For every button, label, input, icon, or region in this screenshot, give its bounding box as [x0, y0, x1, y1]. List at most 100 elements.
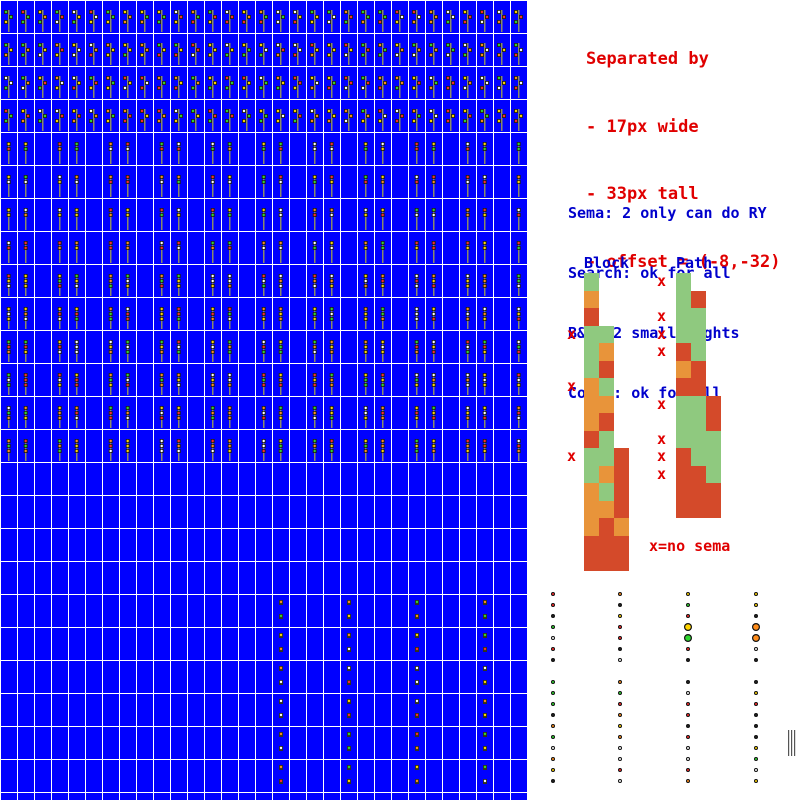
signal-lamp	[89, 10, 93, 14]
signal-lamp	[24, 416, 27, 420]
signal-lamp	[75, 416, 78, 420]
signal-lamp	[38, 76, 42, 80]
signal-lamp	[225, 109, 229, 113]
signal-lamp	[279, 713, 283, 717]
signal-lamp	[330, 208, 333, 212]
signal-mast	[110, 109, 112, 131]
signal-lamp	[160, 373, 163, 377]
signal-lamp	[347, 699, 351, 703]
signal-mast	[416, 175, 418, 197]
signal-lamp	[344, 10, 348, 14]
sample-signal-lamp	[687, 747, 689, 749]
signal-lamp	[75, 449, 78, 453]
signal-lamp	[89, 20, 93, 24]
signal-lamp	[502, 81, 506, 85]
signal-lamp	[211, 378, 214, 382]
signal-lamp	[126, 246, 129, 250]
aspect-cell	[584, 273, 599, 291]
signal-lamp	[279, 647, 283, 651]
sample-signal-lamp	[753, 624, 759, 630]
signal-lamp	[310, 20, 314, 24]
signal-lamp	[228, 284, 231, 288]
signal-lamp	[126, 317, 129, 321]
signal-lamp	[517, 147, 520, 151]
signal-lamp	[228, 147, 231, 151]
signal-lamp	[259, 10, 263, 14]
signal-lamp	[7, 284, 10, 288]
signal-lamp	[451, 114, 455, 118]
signal-lamp	[415, 340, 418, 344]
signal-mast	[229, 241, 231, 263]
signal-lamp	[7, 241, 10, 245]
sample-signal-lamp	[619, 615, 621, 617]
signal-lamp	[21, 20, 25, 24]
signal-lamp	[140, 43, 144, 47]
signal-mast	[263, 10, 265, 32]
aspect-cell	[676, 343, 691, 361]
signal-lamp	[415, 208, 418, 212]
signal-lamp	[58, 439, 61, 443]
signal-lamp	[381, 317, 384, 321]
signal-lamp	[58, 340, 61, 344]
signal-lamp	[466, 142, 469, 146]
signal-lamp	[75, 312, 78, 316]
signal-lamp	[109, 142, 112, 146]
signal-mast	[280, 208, 282, 230]
sample-signal-lamp	[552, 769, 554, 771]
signal-lamp	[279, 416, 282, 420]
signal-lamp	[415, 647, 419, 651]
signal-mast	[161, 241, 163, 263]
signal-lamp	[7, 345, 10, 349]
signal-lamp	[58, 274, 61, 278]
signal-lamp	[415, 449, 418, 453]
signal-lamp	[228, 213, 231, 217]
signal-mast	[314, 109, 316, 131]
signal-lamp	[330, 284, 333, 288]
signal-lamp	[415, 411, 418, 415]
signal-lamp	[281, 15, 285, 19]
signal-lamp	[395, 119, 399, 123]
signal-lamp	[313, 317, 316, 321]
signal-lamp	[262, 175, 265, 179]
signal-lamp	[361, 43, 365, 47]
signal-lamp	[381, 444, 384, 448]
signal-mast	[518, 10, 520, 32]
signal-lamp	[485, 48, 489, 52]
signal-lamp	[517, 279, 520, 283]
signal-lamp	[262, 449, 265, 453]
signal-lamp	[264, 81, 268, 85]
signal-lamp	[313, 345, 316, 349]
signal-lamp	[502, 48, 506, 52]
aspect-cell	[706, 483, 721, 501]
signal-lamp	[313, 340, 316, 344]
signal-lamp	[432, 274, 435, 278]
signal-lamp	[281, 48, 285, 52]
signal-lamp	[213, 48, 217, 52]
signal-lamp	[364, 142, 367, 146]
signal-lamp	[262, 411, 265, 415]
signal-mast	[25, 10, 27, 32]
signal-mast	[382, 175, 384, 197]
signal-mast	[399, 43, 401, 65]
aspect-cell	[599, 483, 614, 501]
signal-lamp	[395, 10, 399, 14]
signal-mast	[42, 43, 44, 65]
signal-lamp	[140, 20, 144, 24]
signal-lamp	[517, 439, 520, 443]
signal-mast	[110, 175, 112, 197]
signal-lamp	[364, 213, 367, 217]
signal-lamp	[432, 383, 435, 387]
signal-lamp	[58, 142, 61, 146]
signal-lamp	[109, 307, 112, 311]
signal-lamp	[330, 241, 333, 245]
signal-lamp	[463, 76, 467, 80]
signal-lamp	[466, 241, 469, 245]
signal-lamp	[145, 48, 149, 52]
aspect-cell	[691, 308, 706, 326]
signal-lamp	[72, 76, 76, 80]
signal-lamp	[429, 43, 433, 47]
signal-lamp	[242, 76, 246, 80]
signal-mast	[263, 142, 265, 164]
signal-lamp	[24, 406, 27, 410]
signal-lamp	[310, 43, 314, 47]
